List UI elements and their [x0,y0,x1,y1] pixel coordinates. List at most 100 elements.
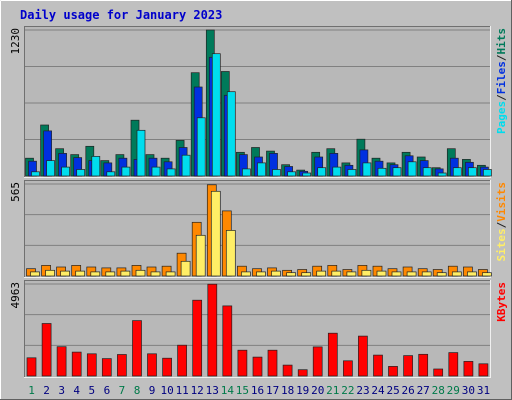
bar-kbytes: KBytes 3: 1580 [56,346,67,377]
bar-kbytes: KBytes 29: 1260 [448,352,459,377]
bar-pages: Pages 28: 25 [437,172,447,177]
x-tick-label: 12 [191,384,204,397]
legend-entry: Files [495,61,508,94]
chart-title: Daily usage for January 2023 [20,8,222,22]
x-tick-label: 16 [251,384,264,397]
bar-pages: Pages 30: 70 [468,167,477,177]
x-tick-label: 10 [160,384,173,397]
series-kbytes: KBytes 1: 980 KBytes 2: 2830 KBytes 3: 158… [26,283,489,377]
x-tick-label: 8 [134,384,141,397]
bar-sites: Sites 14: 280 [225,230,236,277]
x-tick-label: 30 [462,384,475,397]
bar-kbytes: KBytes 17: 1390 [267,349,278,377]
x-tick-label: 25 [386,384,399,397]
x-tick-label: 13 [206,384,219,397]
bar-kbytes: KBytes 19: 340 [297,369,308,377]
bar-kbytes: KBytes 5: 1200 [86,353,97,377]
panel-background [24,180,491,278]
x-tick-label: 20 [311,384,324,397]
bar-pages: Pages 16: 110 [257,162,266,177]
bar-kbytes: KBytes 30: 790 [463,361,474,377]
bar-pages: Pages 6: 35 [106,171,116,177]
bar-sites: Sites 8: 35 [135,269,146,277]
bar-pages: Pages 21: 75 [332,166,342,177]
bar-sites: Sites 24: 30 [376,270,387,277]
x-tick-label: 31 [477,384,490,397]
x-tick-label: 28 [432,384,445,397]
bar-kbytes: KBytes 2: 2830 [41,323,52,377]
panel-bottom: 4963 KBytesKBytes 1: 980KBytes 2: 2830KBy… [9,280,508,378]
x-axis-labels: 1 2 3 4 5 6 7 8 9 10 11 12 13 14 15 16 17 18 19 20 21 22 23 24 2… [28,384,490,397]
bar-sites: Sites 23: 35 [361,269,372,277]
bar-pages: Pages 31: 55 [483,169,492,177]
bar-sites: Sites 22: 25 [346,271,357,277]
side-legend: Sites/Visits [495,182,508,262]
bar-pages: Pages 13: 1030 [211,53,221,177]
bar-sites: Sites 1: 25 [30,271,40,277]
x-tick-label: 27 [417,384,430,397]
bar-pages: Pages 23: 110 [362,162,372,177]
bar-sites: Sites 19: 20 [301,272,312,277]
bar-kbytes: KBytes 4: 1290 [71,351,82,377]
x-tick-label: 5 [88,384,95,397]
series-sites: Sites 1: 25 Sites 2: 35 Sites 3: 30 Sites 4… [30,190,492,277]
bar-kbytes: KBytes 31: 660 [478,363,489,377]
bar-pages: Pages 26: 120 [407,161,417,177]
x-tick-label: 18 [281,384,294,397]
x-tick-label: 23 [356,384,369,397]
bar-kbytes: KBytes 15: 1390 [237,349,248,377]
bar-sites: Sites 28: 20 [436,272,447,277]
bar-pages: Pages 17: 55 [272,169,281,177]
bar-sites: Sites 3: 30 [60,270,70,277]
y-max-label: 4963 [9,282,22,309]
bar-pages: Pages 12: 490 [196,117,206,177]
bar-kbytes: KBytes 24: 1130 [373,354,383,377]
x-tick-label: 4 [73,384,80,397]
bar-kbytes: KBytes 1: 980 [26,357,37,377]
legend-entry: / [495,221,508,228]
bar-pages: Pages 7: 75 [121,166,131,177]
bar-sites: Sites 21: 30 [331,270,342,277]
bar-pages: Pages 19: 25 [302,172,312,177]
bar-kbytes: KBytes 12: 4090 [192,299,203,377]
x-tick-label: 24 [371,384,385,397]
bar-pages: Pages 24: 65 [377,167,387,177]
legend-entry: KBytes [495,282,508,322]
legend-entry: Sites [495,228,508,261]
bar-pages: Pages 10: 60 [166,168,176,177]
bar-kbytes: KBytes 10: 960 [162,357,172,377]
bar-sites: Sites 31: 20 [482,272,492,277]
legend-entry: Hits [495,28,508,55]
bar-sites: Sites 11: 90 [180,260,191,277]
bar-kbytes: KBytes 22: 820 [343,360,353,377]
x-tick-label: 2 [43,384,50,397]
bar-pages: Pages 14: 710 [226,91,236,177]
x-tick-label: 17 [266,384,279,397]
bar-sites: Sites 2: 35 [45,269,55,277]
bar-kbytes: KBytes 26: 1100 [403,355,413,377]
bar-kbytes: KBytes 7: 1160 [117,354,127,377]
bar-kbytes: KBytes 16: 1020 [252,356,263,377]
bar-sites: Sites 13: 520 [210,190,221,277]
bar-kbytes: KBytes 14: 3780 [222,305,233,377]
bar-sites: Sites 20: 30 [316,270,327,277]
bar-pages: Pages 1: 35 [31,171,40,177]
bar-pages: Pages 22: 55 [347,169,357,177]
bar-kbytes: KBytes 25: 520 [388,366,398,377]
bar-pages: Pages 25: 70 [392,167,402,177]
bar-sites: Sites 16: 25 [256,271,266,277]
bar-kbytes: KBytes 6: 940 [101,358,112,377]
x-tick-label: 1 [28,384,35,397]
bar-sites: Sites 25: 25 [391,271,402,277]
bar-sites: Sites 27: 25 [421,271,432,277]
bar-pages: Pages 5: 165 [91,156,101,177]
y-max-label: 1230 [9,28,22,55]
bar-kbytes: KBytes 9: 1200 [147,353,157,377]
bar-sites: Sites 6: 25 [105,271,116,277]
bar-pages: Pages 20: 70 [317,167,327,177]
bar-kbytes: KBytes 11: 1660 [177,344,187,377]
bar-pages: Pages 2: 130 [46,160,55,177]
